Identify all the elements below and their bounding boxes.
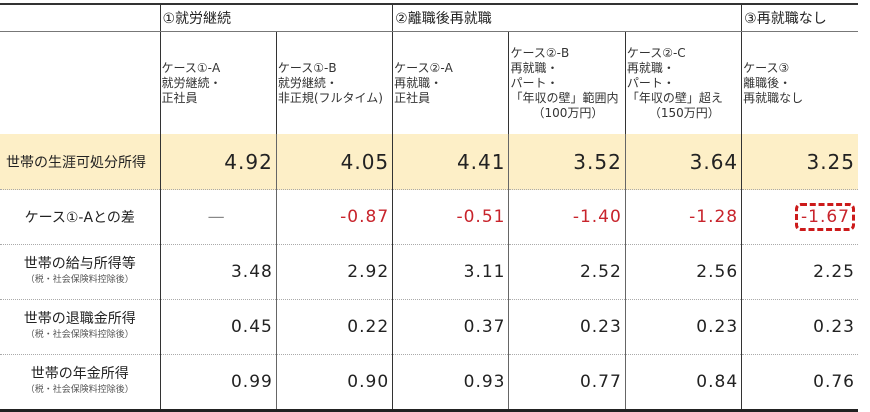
value-cell: 0.99 [159, 354, 277, 412]
value-cell: -1.40 [508, 189, 626, 245]
case-header-2b: ケース②-B 再就職・ パート・ 「年収の壁」範囲内 （100万円） [508, 31, 626, 134]
value-cell: — [159, 189, 277, 245]
value-cell: 2.52 [508, 244, 626, 300]
case-desc: 正社員 [394, 90, 431, 105]
case-desc: 再就職なし [743, 90, 804, 105]
row-label: 世帯の年金所得 （税・社会保険料控除後） [0, 354, 160, 412]
value-cell: 2.25 [741, 244, 858, 300]
row-salary-income: 世帯の給与所得等 （税・社会保険料控除後） 3.48 2.92 3.11 2.5… [0, 244, 858, 300]
case-desc: 「年収の壁」範囲内 [510, 90, 619, 105]
row-label: 世帯の給与所得等 （税・社会保険料控除後） [0, 244, 160, 300]
case-id: ケース①-B [277, 60, 337, 75]
case-desc: 再就職・ [510, 60, 559, 75]
value-cell: 0.37 [392, 299, 509, 355]
case-header-3: ケース③ 離職後・ 再就職なし [741, 31, 858, 134]
value-cell: 0.45 [159, 299, 277, 355]
case-header-2c: ケース②-C 再就職・ パート・ 「年収の壁」超え （150万円） [624, 31, 742, 134]
case-desc: パート・ [626, 75, 675, 90]
group-header-reemployment: ②離職後再就職 [392, 3, 742, 32]
case-id: ケース②-B [510, 45, 570, 60]
value-cell: 0.93 [392, 354, 509, 412]
row-diff-vs-case-1a: ケース①-Aとの差 — -0.87 -0.51 -1.40 -1.28 -1.6… [0, 189, 858, 245]
row-label-note: （税・社会保険料控除後） [25, 330, 134, 340]
value-cell: 0.23 [624, 299, 742, 355]
row-label-main: 世帯の年金所得 [30, 366, 129, 382]
value-cell: -0.51 [392, 189, 509, 245]
value-cell: 0.22 [275, 299, 393, 355]
case-header-1a: ケース①-A 就労継続・ 正社員 [159, 31, 277, 134]
value-cell: 0.23 [741, 299, 858, 355]
row-label: 世帯の生涯可処分所得 [0, 134, 160, 190]
case-id: ケース②-A [394, 60, 453, 75]
case-desc: 非正規(フルタイム) [277, 90, 383, 105]
case-desc: パート・ [510, 75, 559, 90]
case-desc: 「年収の壁」超え [626, 90, 723, 105]
value-cell: 3.52 [508, 134, 626, 190]
case-id: ケース①-A [161, 60, 221, 75]
value-cell: 0.90 [275, 354, 393, 412]
case-desc: 再就職・ [626, 60, 675, 75]
case-header-1b: ケース①-B 就労継続・ 非正規(フルタイム) [275, 31, 393, 134]
value-cell: 2.56 [624, 244, 742, 300]
row-label: 世帯の退職金所得 （税・社会保険料控除後） [0, 299, 160, 355]
case-header-row: ケース①-A 就労継続・ 正社員 ケース①-B 就労継続・ 非正規(フルタイム)… [0, 31, 858, 135]
case-amount: （150万円） [648, 105, 720, 120]
value-cell: -1.28 [624, 189, 742, 245]
value-cell: 0.76 [741, 354, 858, 412]
row-label: ケース①-Aとの差 [0, 189, 160, 245]
case-desc: 就労継続・ [277, 75, 338, 90]
row-pension-income: 世帯の年金所得 （税・社会保険料控除後） 0.99 0.90 0.93 0.77… [0, 354, 858, 412]
value-cell: 4.92 [159, 134, 277, 190]
value-cell: 3.25 [741, 134, 858, 190]
case-desc: 再就職・ [394, 75, 443, 90]
row-label-main: 世帯の給与所得等 [23, 256, 136, 272]
group-header-continue-work: ①就労継続 [159, 3, 393, 32]
value-cell: 0.84 [624, 354, 742, 412]
dashed-emphasis-box: -1.67 [795, 203, 855, 231]
value-cell: 0.23 [508, 299, 626, 355]
value-cell-highlighted: -1.67 [741, 189, 858, 245]
row-retirement-income: 世帯の退職金所得 （税・社会保険料控除後） 0.45 0.22 0.37 0.2… [0, 299, 858, 355]
row-lifetime-disposable-income: 世帯の生涯可処分所得 4.92 4.05 4.41 3.52 3.64 3.25 [0, 134, 858, 190]
corner-cell [0, 3, 160, 32]
value-cell: 3.11 [392, 244, 509, 300]
case-desc: 離職後・ [743, 75, 792, 90]
case-header-2a: ケース②-A 再就職・ 正社員 [392, 31, 509, 134]
corner-cell-2 [0, 32, 160, 135]
case-desc: 正社員 [161, 90, 198, 105]
case-id: ケース③ [743, 60, 790, 75]
row-label-note: （税・社会保険料控除後） [25, 385, 134, 395]
value-cell: 4.05 [275, 134, 393, 190]
row-label-main: 世帯の退職金所得 [23, 311, 136, 327]
value-cell: 3.64 [624, 134, 742, 190]
value-cell: 0.77 [508, 354, 626, 412]
case-id: ケース②-C [626, 45, 686, 60]
value-cell: 4.41 [392, 134, 509, 190]
group-header-row: ①就労継続 ②離職後再就職 ③再就職なし [0, 3, 858, 32]
case-desc: 就労継続・ [161, 75, 222, 90]
income-comparison-table: ①就労継続 ②離職後再就職 ③再就職なし ケース①-A 就労継続・ 正社員 ケー… [0, 3, 858, 412]
value-cell: 2.92 [275, 244, 393, 300]
group-header-no-reemployment: ③再就職なし [741, 3, 858, 32]
value-cell: -0.87 [275, 189, 393, 245]
row-label-note: （税・社会保険料控除後） [25, 275, 134, 285]
value-cell: 3.48 [159, 244, 277, 300]
case-amount: （100万円） [532, 105, 604, 120]
